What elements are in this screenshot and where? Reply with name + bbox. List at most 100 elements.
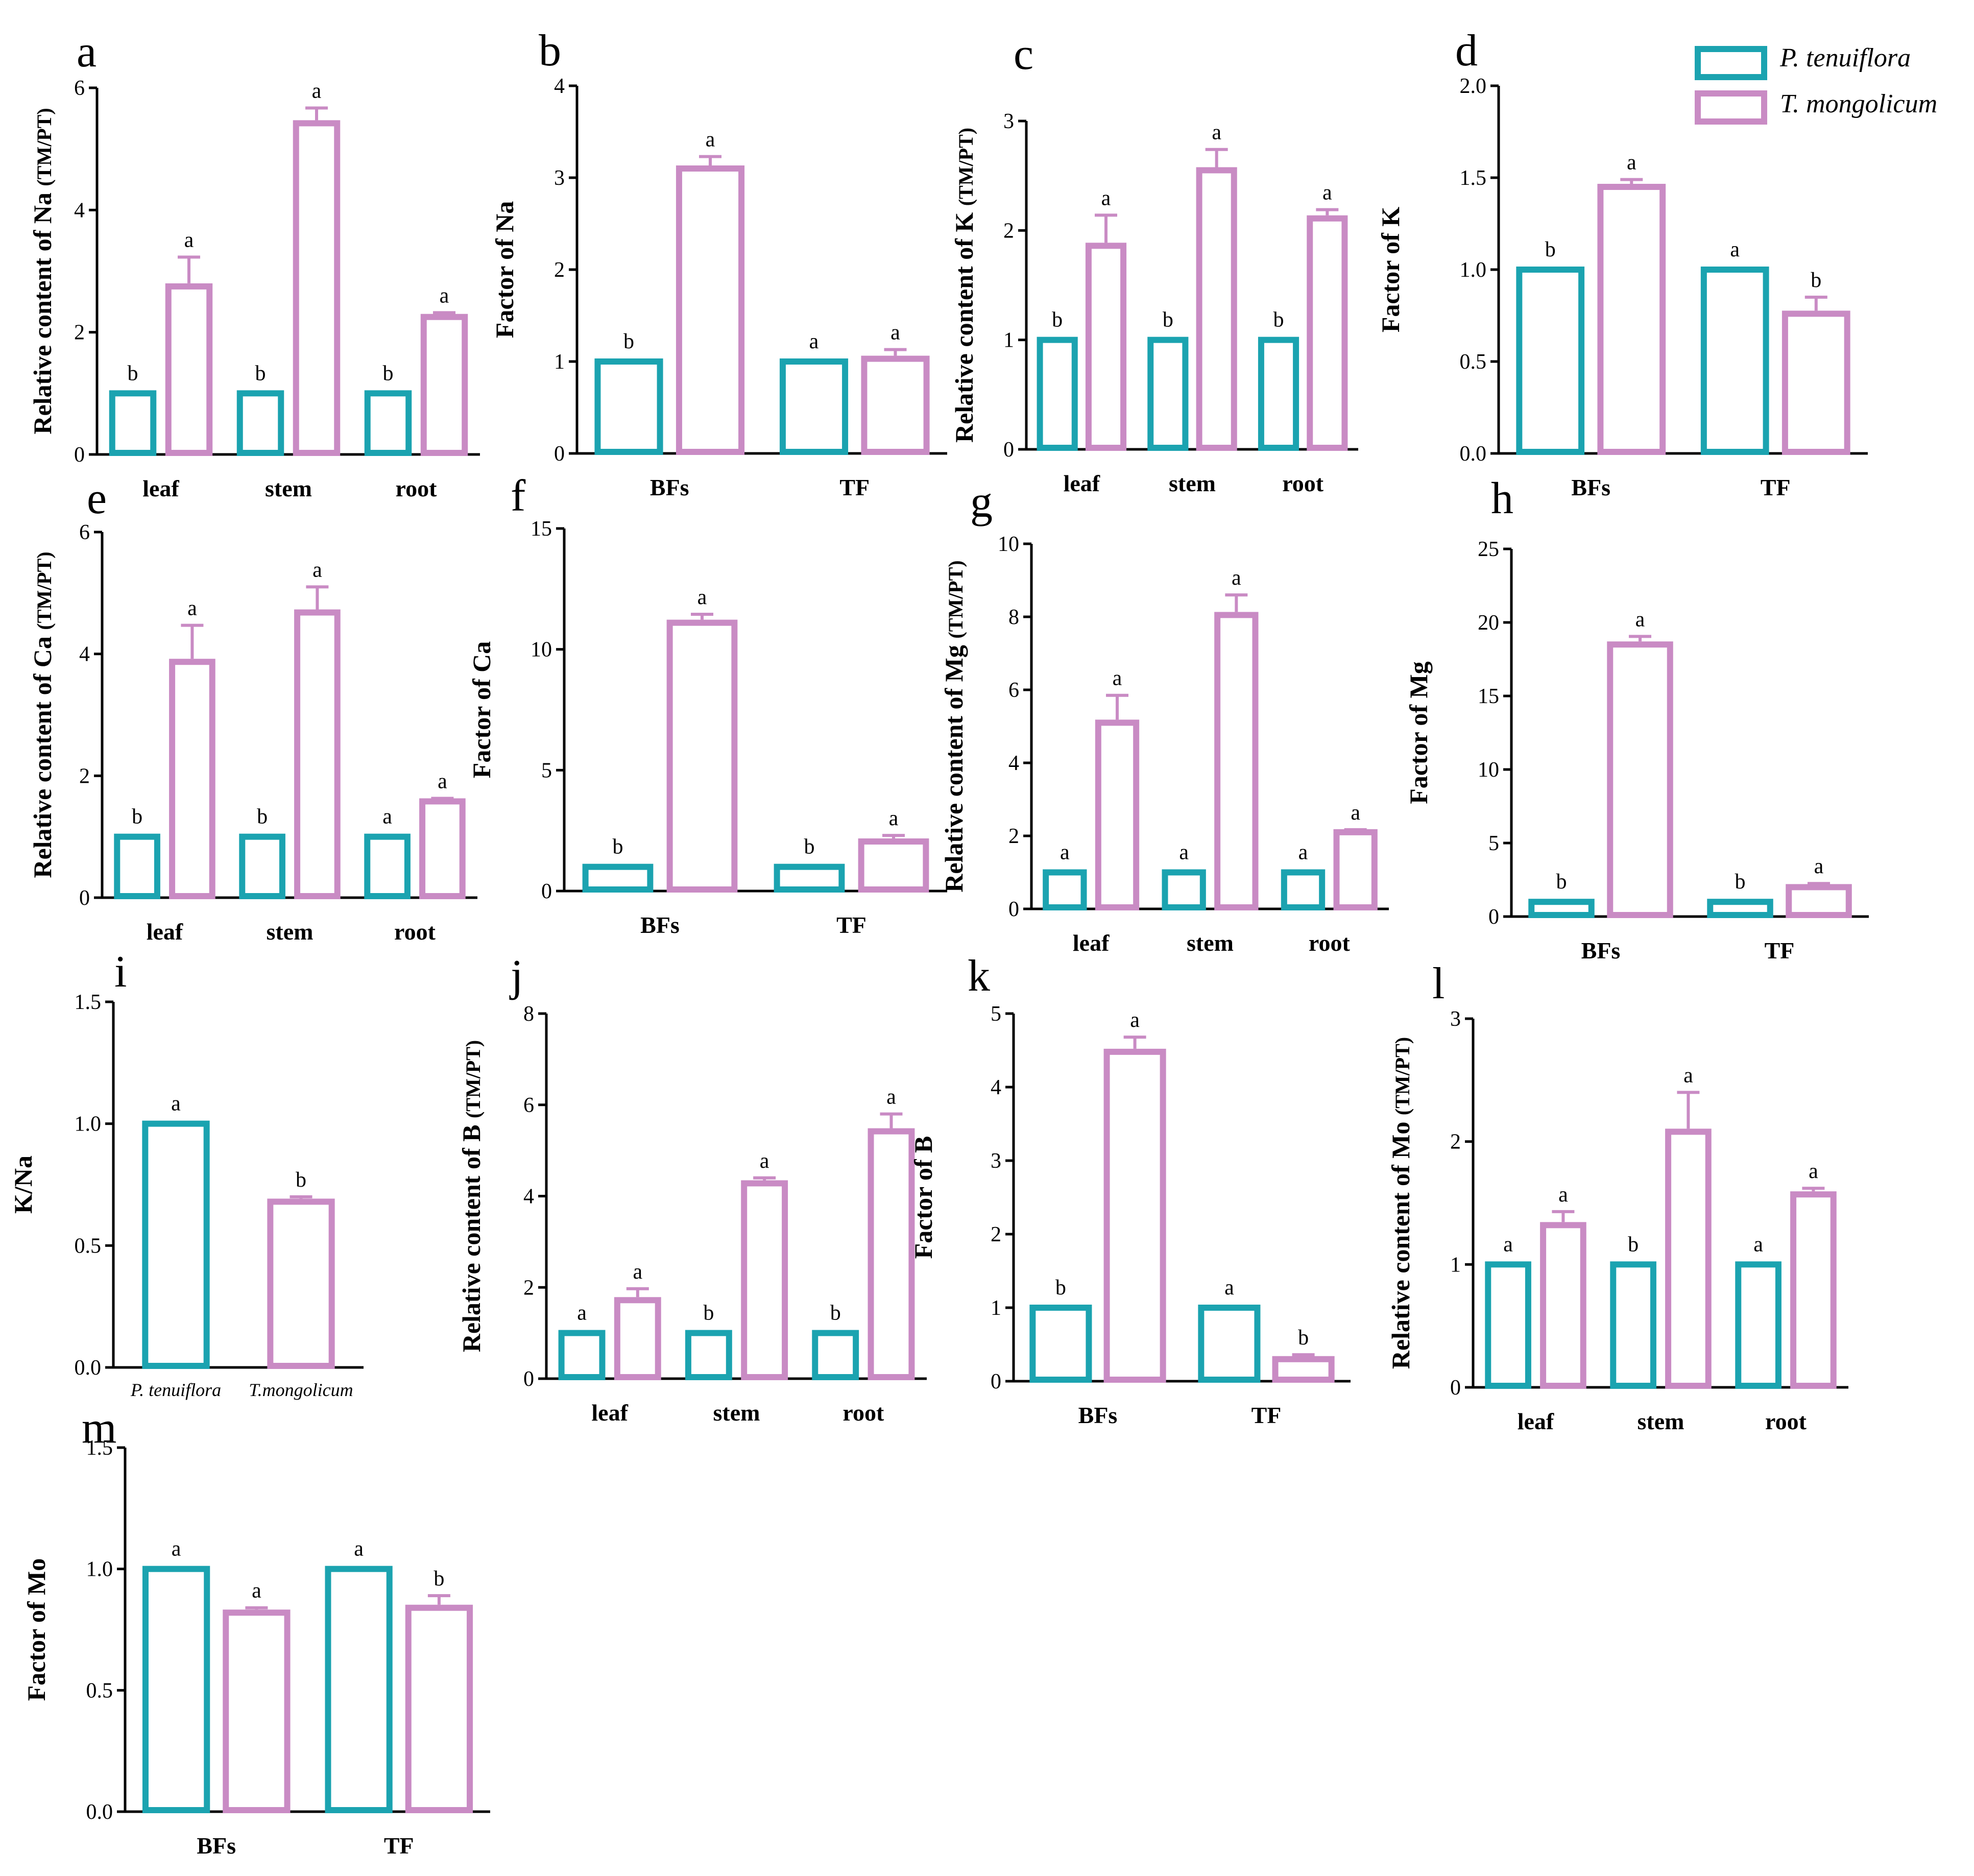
- bar-pt-stem: [239, 833, 285, 899]
- significance-letter: a: [184, 228, 194, 252]
- bar-pt-root: [1258, 336, 1299, 451]
- bar-tm-leaf: [1085, 243, 1127, 451]
- significance-letter: a: [312, 79, 322, 103]
- y-axis-title-main: Factor of Mo: [22, 1558, 51, 1701]
- y-tick-label: 0: [554, 442, 565, 466]
- y-axis-title-unit: (TM/PT): [1391, 1037, 1414, 1115]
- y-axis-title: Relative content of K (TM/PT): [950, 128, 978, 443]
- significance-letter: b: [830, 1302, 841, 1325]
- y-tick-label: 3: [1450, 1007, 1461, 1031]
- y-tick-label: 2: [554, 258, 565, 282]
- significance-letter: b: [1298, 1326, 1309, 1350]
- y-tick-label: 0.0: [1460, 442, 1487, 466]
- y-tick-label: 4: [523, 1185, 534, 1209]
- y-tick-label: 3: [991, 1149, 1001, 1173]
- bar-pt-tf: [325, 1566, 393, 1814]
- panel-letter: j: [509, 951, 523, 1001]
- significance-letter: b: [1811, 269, 1821, 292]
- significance-letter: a: [1753, 1233, 1763, 1256]
- significance-letter: a: [1232, 566, 1241, 590]
- category-label: leaf: [591, 1400, 628, 1426]
- legend-swatch-tm: [1695, 90, 1767, 125]
- y-tick-label: 1.5: [1460, 166, 1487, 190]
- y-tick-label: 0: [74, 443, 85, 467]
- panel-j: j 0 2 4 6 8 Relative content of B (TM/PT) a a lea…: [457, 951, 927, 1426]
- panel-letter: l: [1432, 959, 1445, 1008]
- significance-letter: b: [434, 1567, 444, 1591]
- panel-c: c 0 1 2 3 Relative content of K (TM/PT) b a leaf…: [950, 30, 1358, 496]
- bar-tm-tf: [858, 838, 929, 893]
- y-axis-title-unit: (TM/PT): [33, 108, 56, 186]
- y-tick-label: 0: [1450, 1376, 1461, 1400]
- bar-tm-root: [420, 314, 468, 456]
- y-tick-label: 4: [79, 643, 90, 666]
- category-label: BFs: [1078, 1402, 1118, 1428]
- category-label: BFs: [197, 1833, 236, 1859]
- significance-letter: b: [1735, 870, 1746, 894]
- y-tick-label: 0: [523, 1367, 534, 1391]
- y-axis-title: Factor of Na: [490, 201, 519, 338]
- panel-h: h 0 5 10 15 20 25 Factor of Mg b a BFs b a TF: [1404, 474, 1869, 964]
- y-tick-label: 0.5: [86, 1679, 113, 1702]
- significance-letter: b: [255, 362, 266, 385]
- bar-tm-stem: [1665, 1128, 1712, 1389]
- y-tick-label: 8: [523, 1002, 534, 1026]
- bar-tm-root: [1307, 215, 1348, 451]
- category-label: root: [396, 475, 438, 501]
- significance-letter: a: [187, 597, 197, 620]
- y-tick-label: 5: [1488, 832, 1499, 855]
- significance-letter: a: [1113, 667, 1122, 690]
- panel-k: k 0 1 2 3 4 5 Factor of B b a BFs a b TF: [909, 951, 1351, 1428]
- panel-letter: h: [1491, 474, 1513, 523]
- bar-tm-bfs: [1607, 641, 1673, 918]
- bar-pt-leaf: [1037, 336, 1078, 451]
- y-tick-label: 1.5: [86, 1436, 113, 1460]
- panel-letter: c: [1014, 30, 1033, 79]
- y-tick-label: 0: [1488, 905, 1499, 929]
- y-tick-label: 15: [531, 517, 552, 541]
- bar-pt-stem: [236, 390, 284, 456]
- bar-pt-bfs: [142, 1566, 210, 1814]
- y-tick-label: 0: [541, 880, 552, 903]
- category-label: stem: [1638, 1408, 1684, 1434]
- category-label: leaf: [1064, 470, 1100, 496]
- bar-pt-stem: [1610, 1261, 1656, 1389]
- significance-letter: a: [312, 558, 322, 582]
- y-axis-title-main: Relative content of Mo: [1386, 1115, 1415, 1369]
- significance-letter: a: [1558, 1183, 1568, 1207]
- category-label: BFs: [1581, 937, 1621, 964]
- y-tick-label: 0.5: [75, 1234, 102, 1258]
- significance-letter: a: [1298, 841, 1308, 864]
- category-label: TF: [1765, 937, 1795, 964]
- y-axis-title-main: Relative content of K: [950, 206, 978, 443]
- significance-letter: a: [438, 769, 447, 793]
- y-tick-label: 6: [74, 77, 85, 100]
- category-label: stem: [713, 1400, 760, 1426]
- bar-tm-bfs: [1597, 184, 1666, 455]
- significance-letter: a: [886, 1086, 896, 1109]
- y-axis-title-main: Relative content of Ca: [28, 630, 57, 878]
- legend-swatch-pt: [1695, 46, 1767, 80]
- significance-letter: a: [633, 1260, 642, 1284]
- category-label: BFs: [640, 912, 680, 938]
- category-label: leaf: [1518, 1408, 1554, 1434]
- y-axis-title: Relative content of Mo (TM/PT): [1386, 1037, 1415, 1369]
- significance-letter: b: [132, 805, 142, 829]
- category-label: leaf: [1073, 930, 1110, 956]
- bar-tm-stem: [741, 1180, 788, 1381]
- panel-letter: a: [77, 27, 97, 77]
- significance-letter: a: [1635, 608, 1645, 631]
- significance-letter: b: [1052, 308, 1063, 332]
- y-tick-label: 1.0: [75, 1113, 102, 1136]
- category-label: stem: [1187, 930, 1234, 956]
- bar-tm-root: [1333, 829, 1378, 910]
- y-axis-title: Relative content of B (TM/PT): [457, 1040, 486, 1353]
- bar-pt-tf: [1700, 267, 1769, 455]
- category-label: leaf: [147, 919, 183, 945]
- bar-pt-leaf: [558, 1330, 606, 1380]
- y-axis-title: Factor of K: [1376, 207, 1405, 332]
- y-axis-title-unit: (TM/PT): [462, 1040, 485, 1118]
- bar-tm-leaf: [165, 283, 213, 456]
- significance-letter: a: [1730, 238, 1740, 261]
